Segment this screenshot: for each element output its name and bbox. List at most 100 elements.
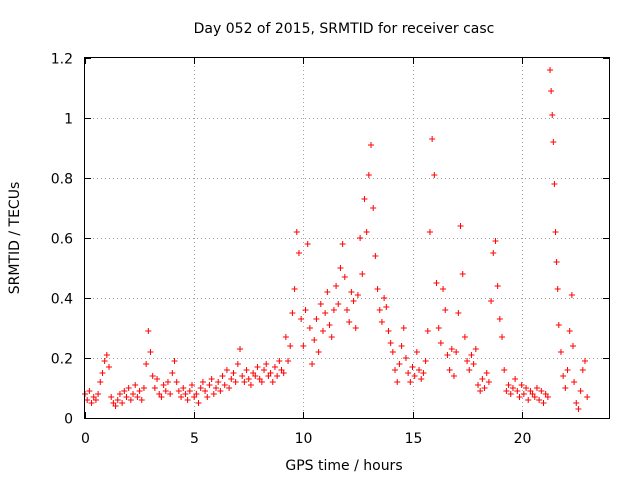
data-point [370, 205, 377, 211]
data-point [547, 67, 554, 73]
data-point [282, 334, 289, 340]
data-point [575, 406, 582, 412]
data-point [237, 346, 244, 352]
data-point [372, 253, 379, 259]
data-point [304, 241, 311, 247]
data-point [569, 343, 576, 349]
data-point [123, 394, 130, 400]
data-point [479, 376, 486, 382]
data-point [228, 376, 235, 382]
data-point [274, 373, 281, 379]
y-tick-label: 1.2 [51, 52, 73, 68]
data-point [147, 349, 154, 355]
data-point [269, 379, 276, 385]
data-point [551, 181, 558, 187]
y-tick-label: 0 [64, 412, 73, 428]
data-point [134, 394, 141, 400]
data-point [258, 379, 265, 385]
data-point [337, 265, 344, 271]
data-point [554, 286, 561, 292]
data-point [381, 295, 388, 301]
y-axis-label: SRMTID / TECUs [7, 182, 23, 295]
data-point [158, 394, 165, 400]
data-point [119, 400, 126, 406]
data-point [538, 388, 545, 394]
data-point [322, 310, 329, 316]
data-point [518, 382, 525, 388]
data-point [516, 394, 523, 400]
data-point [293, 229, 300, 235]
data-point [88, 400, 95, 406]
data-point [374, 286, 381, 292]
data-point [173, 379, 180, 385]
data-point [483, 370, 490, 376]
data-point [383, 304, 390, 310]
data-point [579, 367, 586, 373]
data-point [298, 316, 305, 322]
data-point [160, 382, 167, 388]
data-point [103, 352, 110, 358]
data-point [577, 388, 584, 394]
data-point [409, 364, 416, 370]
data-point [328, 334, 335, 340]
data-point [531, 394, 538, 400]
data-point [573, 400, 580, 406]
data-point [540, 400, 547, 406]
data-point [302, 307, 309, 313]
data-point [195, 400, 202, 406]
data-point [291, 286, 298, 292]
data-point [431, 172, 438, 178]
x-tick-label: 0 [81, 431, 90, 447]
data-point [341, 274, 348, 280]
data-point [470, 361, 477, 367]
data-point [544, 394, 551, 400]
data-point [472, 346, 479, 352]
data-point [533, 385, 540, 391]
data-point [352, 325, 359, 331]
data-point [481, 385, 488, 391]
data-point [149, 373, 156, 379]
data-point [344, 307, 350, 313]
data-point [514, 388, 521, 394]
data-point [499, 334, 506, 340]
data-point [271, 364, 278, 370]
data-point [217, 388, 224, 394]
y-tick-label: 0.8 [51, 172, 73, 188]
data-point [387, 340, 394, 346]
data-point [230, 370, 237, 376]
x-tick-label: 20 [514, 431, 532, 447]
data-point [223, 367, 230, 373]
data-point [440, 286, 447, 292]
data-point [213, 385, 219, 391]
data-point [378, 319, 385, 325]
data-point [413, 349, 420, 355]
data-point [226, 385, 233, 391]
data-point [182, 391, 189, 397]
data-point [457, 223, 464, 229]
data-point [424, 328, 431, 334]
data-point [365, 172, 372, 178]
data-point [562, 385, 569, 391]
data-point [339, 241, 346, 247]
data-point [167, 391, 174, 397]
data-point [581, 358, 588, 364]
data-point [446, 367, 453, 373]
data-point [335, 301, 342, 307]
data-point [492, 238, 499, 244]
data-point [154, 376, 161, 382]
data-point [171, 358, 178, 364]
data-point [350, 298, 357, 304]
data-point [263, 361, 270, 367]
data-point [97, 379, 104, 385]
data-point [405, 370, 412, 376]
data-point [394, 379, 401, 385]
data-point [448, 346, 455, 352]
data-point [420, 370, 427, 376]
data-point [509, 385, 516, 391]
data-point [130, 391, 137, 397]
data-point [548, 88, 555, 94]
data-point [219, 373, 226, 379]
data-point [455, 310, 462, 316]
data-point [411, 373, 418, 379]
data-point [86, 388, 93, 394]
